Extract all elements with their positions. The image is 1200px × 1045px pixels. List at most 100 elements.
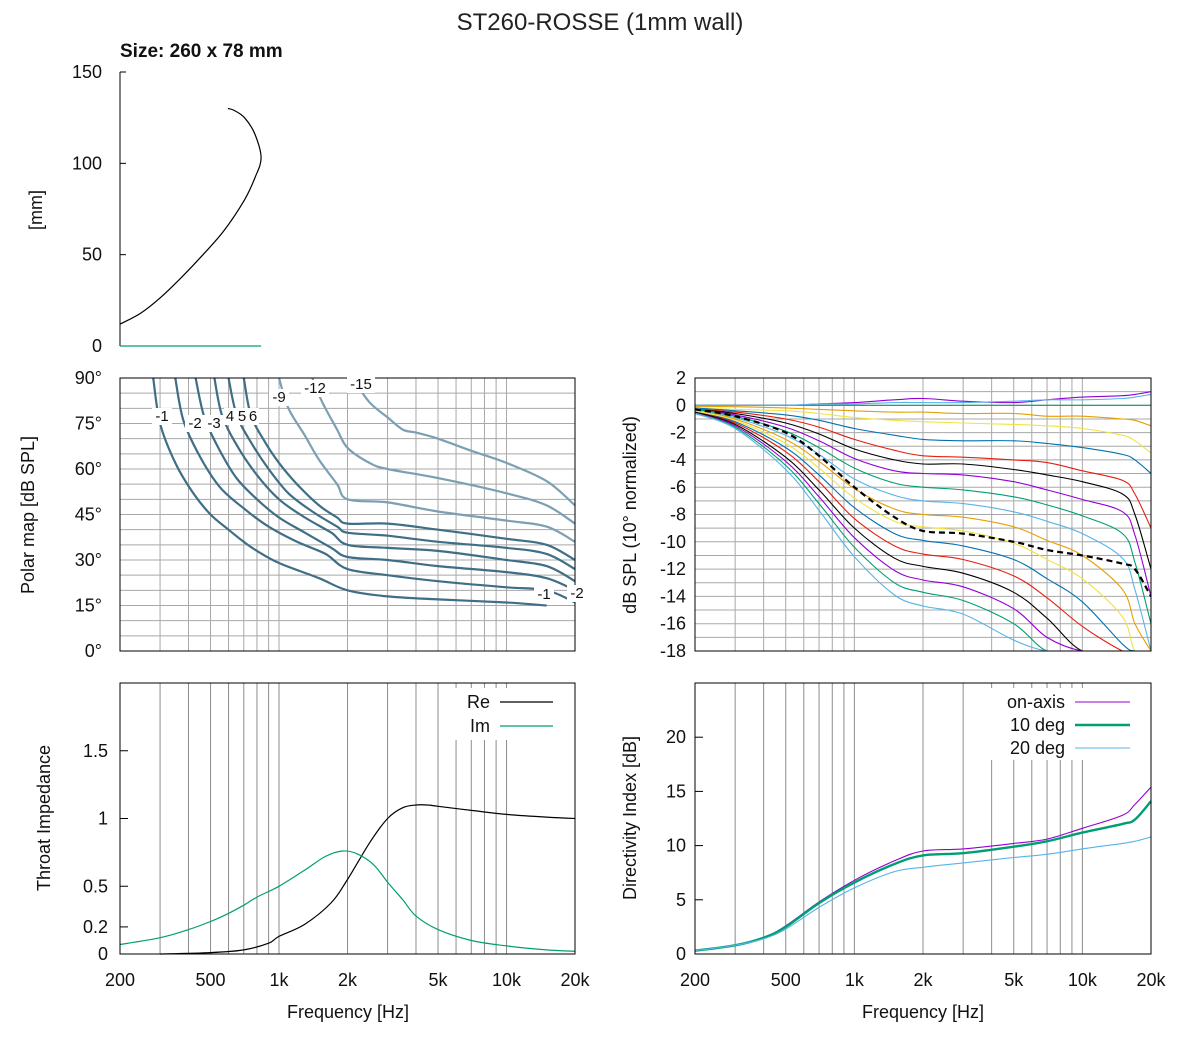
spl-series-90-deg <box>695 412 1151 651</box>
spl-series-75-deg <box>695 411 1151 651</box>
y-tick-label: 100 <box>72 153 102 173</box>
y-tick-label: 0.2 <box>83 917 108 937</box>
x-tick-label: 2k <box>913 970 933 990</box>
contour-line <box>213 377 576 583</box>
x-tick-label: 5k <box>1004 970 1024 990</box>
y-tick-label: -8 <box>670 505 686 525</box>
y-tick-label: -2 <box>670 423 686 443</box>
profile-ylabel: [mm] <box>26 190 46 230</box>
x-tick-label: 200 <box>105 970 135 990</box>
contour-label-bg <box>247 408 259 425</box>
y-tick-label: 60° <box>75 459 102 479</box>
contour-label-bg <box>185 415 205 432</box>
x-tick-label: 1k <box>270 970 290 990</box>
spl-series-50-deg <box>695 408 1151 624</box>
y-tick-label: 15 <box>666 781 686 801</box>
y-tick-label: 2 <box>676 368 686 388</box>
y-tick-label: 90° <box>75 368 102 388</box>
contour-label: 5 <box>238 408 246 425</box>
impedance-series-Im <box>119 850 576 952</box>
contour-label: -1 <box>155 408 168 425</box>
spl-series-40-deg <box>695 408 1151 570</box>
spl-series-55-deg <box>695 410 1151 651</box>
contour-label: -3 <box>207 415 220 432</box>
y-tick-label: 1 <box>98 809 108 829</box>
spl-series-25-deg <box>695 407 1151 454</box>
y-tick-label: 15° <box>75 596 102 616</box>
x-tick-label: 2k <box>338 970 358 990</box>
spl-series-80-deg <box>695 411 1151 651</box>
spl-series-65-deg <box>695 410 1151 651</box>
contour-label-bg <box>204 415 224 432</box>
x-tick-label: 200 <box>680 970 710 990</box>
contour-label: -9 <box>272 389 285 406</box>
directivity-frame <box>694 682 1152 955</box>
contour-line <box>152 377 547 607</box>
contour-label: -2 <box>188 415 201 432</box>
directivity-xlabel: Frequency [Hz] <box>862 1002 984 1022</box>
y-tick-label: 20 <box>666 727 686 747</box>
contour-label-bg <box>567 585 587 602</box>
y-tick-label: -16 <box>660 614 686 634</box>
contour-line <box>242 377 576 561</box>
x-tick-label: 10k <box>492 970 522 990</box>
contour-label-bg <box>301 380 329 397</box>
legend-label: on-axis <box>1007 692 1065 712</box>
spl-series-85-deg <box>695 412 1151 651</box>
spl-series-45-deg <box>695 408 1151 597</box>
directivity-ylabel: Directivity Index [dB] <box>620 736 640 900</box>
contour-label: 6 <box>249 408 257 425</box>
contour-line <box>194 377 576 592</box>
y-tick-label: 0° <box>85 641 102 661</box>
legend-box <box>455 688 570 740</box>
y-tick-label: 150 <box>72 62 102 82</box>
y-tick-label: 10 <box>666 836 686 856</box>
contour-label: -12 <box>304 380 326 397</box>
contour-label: 4 <box>226 408 234 425</box>
y-tick-label: 5 <box>676 890 686 910</box>
y-tick-label: 75° <box>75 414 102 434</box>
figure-title: ST260-ROSSE (1mm wall) <box>457 9 744 36</box>
impedance-series-Re <box>160 804 576 955</box>
spl-ylabel: dB SPL (10° normalized) <box>620 416 640 614</box>
y-tick-label: 0 <box>676 395 686 415</box>
profile-panel: Size: 260 x 78 mm [mm] 0 50 100 150 <box>26 41 283 356</box>
polar-panel: Polar map [dB SPL] 0°15°30°45°60°75°90° … <box>18 368 587 661</box>
impedance-ylabel: Throat Impedance <box>34 745 54 891</box>
legend-label: Im <box>470 716 490 736</box>
directivity-series-10-deg <box>694 800 1152 952</box>
contour-label: -1 <box>537 586 550 603</box>
directivity-panel: Directivity Index [dB] Frequency [Hz] 0 5… <box>620 682 1167 1022</box>
legend-label: 20 deg <box>1010 738 1065 758</box>
x-tick-label: 5k <box>429 970 449 990</box>
contour-line <box>351 377 576 507</box>
contour-label-bg <box>269 389 289 406</box>
spl-series-20-deg <box>695 406 1151 427</box>
y-tick-label: -4 <box>670 450 686 470</box>
impedance-xlabel: Frequency [Hz] <box>287 1002 409 1022</box>
y-tick-label: 0 <box>676 944 686 964</box>
polar-ylabel: Polar map [dB SPL] <box>18 436 38 594</box>
spl-series-95-deg <box>695 412 1151 651</box>
contour-label-bg <box>152 408 172 425</box>
y-tick-label: 1.5 <box>83 741 108 761</box>
directivity-series-20-deg <box>694 836 1152 952</box>
spl-series-power-response <box>695 408 1151 597</box>
spl-series-group <box>695 391 1151 651</box>
x-tick-label: 1k <box>845 970 865 990</box>
spl-series-30-deg <box>695 407 1151 474</box>
contour-line <box>227 377 576 571</box>
y-tick-label: -14 <box>660 586 686 606</box>
spl-frame <box>694 377 1152 652</box>
contour-label-bg <box>236 408 248 425</box>
legend-label: Re <box>467 692 490 712</box>
y-tick-label: -10 <box>660 532 686 552</box>
y-tick-label: 45° <box>75 505 102 525</box>
contour-label-bg <box>534 586 554 603</box>
y-tick-label: 30° <box>75 550 102 570</box>
x-tick-label: 10k <box>1068 970 1098 990</box>
contour-label: -2 <box>570 585 583 602</box>
contour-line <box>174 377 576 604</box>
spl-series-35-deg <box>695 408 1151 529</box>
